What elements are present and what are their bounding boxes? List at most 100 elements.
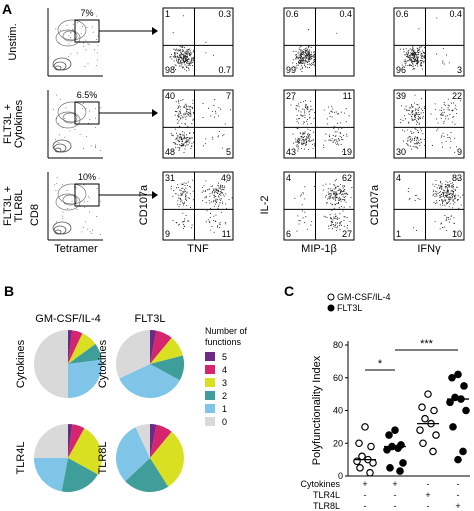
- data-point: [355, 439, 363, 448]
- event-dot: [420, 108, 423, 110]
- event-dot: [191, 58, 193, 60]
- event-dot: [175, 221, 178, 224]
- event-dot: [342, 196, 344, 198]
- event-dot: [330, 217, 332, 219]
- event-dot: [91, 229, 93, 231]
- event-dot: [183, 62, 185, 64]
- event-dot: [330, 202, 332, 204]
- event-dot: [173, 60, 175, 62]
- event-dot: [417, 63, 419, 65]
- event-dot: [310, 224, 312, 226]
- event-dot: [176, 52, 178, 54]
- event-dot: [297, 64, 299, 66]
- event-dot: [304, 110, 306, 112]
- event-dot: [339, 213, 341, 215]
- event-dot: [313, 60, 316, 63]
- event-dot: [451, 193, 453, 195]
- event-dot: [306, 118, 309, 121]
- event-dot: [187, 181, 189, 183]
- event-dot: [175, 138, 177, 140]
- event-dot: [202, 190, 204, 192]
- event-dot: [312, 54, 314, 56]
- event-dot: [404, 54, 406, 56]
- event-dot: [186, 136, 188, 139]
- event-dot: [296, 64, 298, 66]
- event-dot: [182, 143, 184, 145]
- event-dot: [411, 103, 413, 106]
- event-dot: [343, 185, 346, 187]
- event-dot: [299, 53, 301, 55]
- event-dot: [343, 190, 345, 192]
- data-point: [432, 431, 440, 439]
- event-dot: [189, 112, 191, 114]
- event-dot: [400, 122, 402, 124]
- data-point: [383, 445, 391, 454]
- event-dot: [409, 55, 411, 57]
- event-dot: [409, 136, 411, 138]
- event-dot: [179, 189, 181, 191]
- event-dot: [406, 53, 408, 55]
- event-dot: [423, 56, 425, 58]
- event-dot: [87, 195, 89, 197]
- event-dot: [178, 144, 181, 146]
- event-dot: [202, 102, 204, 105]
- event-dot: [450, 102, 453, 104]
- event-dot: [415, 58, 417, 60]
- event-dot: [334, 197, 336, 199]
- event-dot: [412, 47, 414, 49]
- event-dot: [178, 102, 180, 104]
- event-dot: [414, 110, 416, 112]
- event-dot: [452, 191, 454, 193]
- event-dot: [184, 116, 186, 118]
- event-dot: [330, 221, 332, 223]
- event-dot: [173, 66, 175, 68]
- event-dot: [176, 111, 178, 113]
- event-dot: [76, 52, 78, 54]
- event-dot: [177, 137, 179, 139]
- legend-swatch: [205, 404, 215, 413]
- data-point: [418, 403, 426, 412]
- data-point: [446, 398, 454, 407]
- event-dot: [302, 108, 304, 110]
- event-dot: [295, 54, 298, 56]
- event-dot: [202, 200, 204, 202]
- event-dot: [415, 108, 417, 110]
- event-dot: [179, 45, 181, 47]
- event-dot: [294, 197, 296, 199]
- event-dot: [417, 147, 419, 149]
- pie-slice: [150, 337, 183, 364]
- event-dot: [185, 113, 187, 115]
- event-dot: [205, 52, 207, 54]
- event-dot: [202, 187, 204, 189]
- event-dot: [306, 108, 308, 110]
- event-dot: [182, 60, 185, 62]
- event-dot: [299, 62, 301, 64]
- event-dot: [411, 50, 413, 52]
- event-dot: [338, 138, 340, 140]
- event-dot: [327, 225, 330, 227]
- event-dot: [333, 217, 335, 220]
- event-dot: [448, 221, 450, 223]
- event-dot: [447, 104, 449, 106]
- event-dot: [408, 199, 410, 201]
- pie-slice: [34, 458, 68, 492]
- event-dot: [346, 224, 348, 226]
- event-dot: [175, 193, 177, 195]
- event-dot: [338, 199, 340, 202]
- event-dot: [217, 205, 219, 208]
- event-dot: [330, 110, 333, 112]
- pie-slice: [150, 330, 172, 364]
- event-dot: [94, 146, 96, 148]
- event-dot: [220, 198, 222, 200]
- event-dot: [222, 201, 224, 203]
- event-dot: [213, 194, 215, 196]
- event-dot: [313, 59, 315, 61]
- event-dot: [228, 198, 230, 201]
- event-dot: [304, 66, 307, 68]
- quadrant-value: 0.4: [339, 9, 352, 19]
- event-dot: [447, 217, 449, 219]
- quadrant-value: 19: [342, 147, 352, 157]
- event-dot: [423, 138, 425, 141]
- event-dot: [300, 142, 303, 144]
- pie-slice: [61, 458, 98, 492]
